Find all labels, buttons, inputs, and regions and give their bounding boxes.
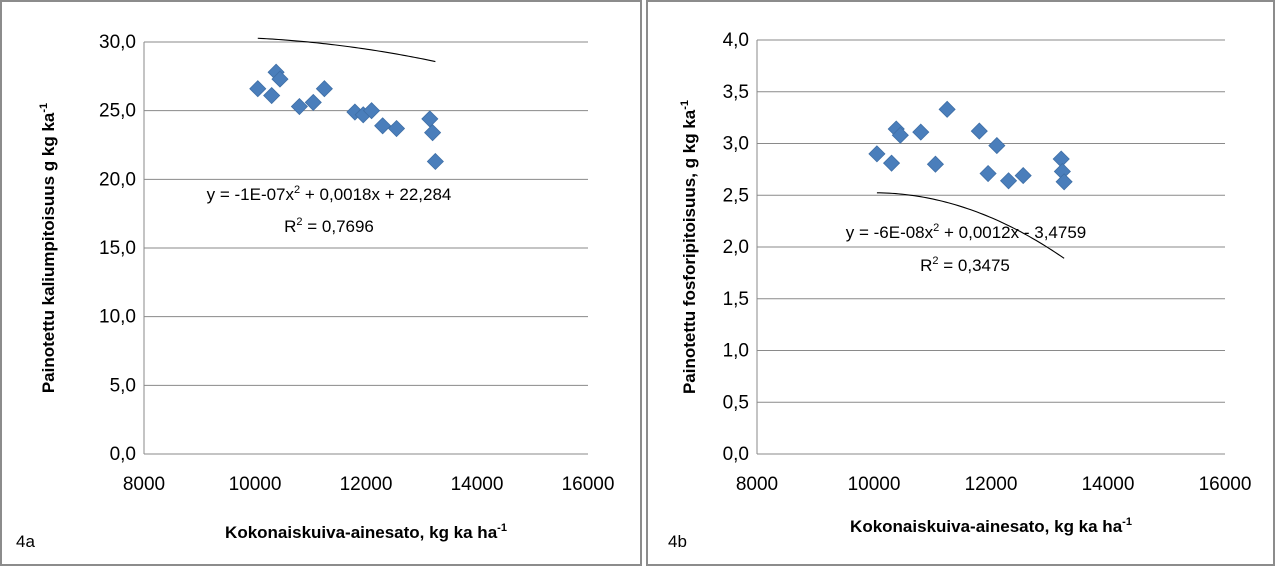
4b-data-point xyxy=(891,126,909,144)
chart-panel-4a: 0,0 5,0 10,0 15,0 20,0 25,0 30,0 8000 10000 12000… xyxy=(0,0,642,566)
4b-data-point xyxy=(999,172,1018,190)
4b-xtick-label: 16000 xyxy=(1199,474,1252,495)
4b-ytick-label: 1,5 xyxy=(723,289,749,310)
4a-ytick-label: 15,0 xyxy=(99,238,136,259)
4a-data-point xyxy=(424,124,442,142)
4b-y-axis-title: Painotettu fosforipitoisuus, g kg ka-1 xyxy=(679,100,699,394)
4b-ytick-label: 2,5 xyxy=(723,185,749,206)
4b-ytick-label: 2,0 xyxy=(723,237,749,258)
4b-x-axis-title: Kokonaiskuiva-ainesato, kg ka ha-1 xyxy=(850,516,1132,536)
4b-ytick-label: 0,0 xyxy=(723,444,749,465)
4a-trendline xyxy=(257,37,436,63)
4b-trend-equation: y = -6E-08x2 + 0,0012x - 3,4759 xyxy=(846,222,1087,242)
4a-data-point xyxy=(271,70,289,88)
4b-ytick-label: 3,0 xyxy=(723,134,749,155)
4b-ytick-label: 3,5 xyxy=(723,82,749,103)
4a-ytick-label: 30,0 xyxy=(99,32,136,53)
4a-data-point xyxy=(315,80,333,98)
4b-ytick-label: 4,0 xyxy=(723,30,749,51)
4a-data-point xyxy=(249,80,267,98)
4a-data-point xyxy=(263,86,281,105)
4a-x-axis-title: Kokonaiskuiva-ainesato, kg ka ha-1 xyxy=(225,522,507,542)
4a-xtick-label: 8000 xyxy=(123,474,165,495)
4b-data-point xyxy=(882,154,901,172)
4a-trend-equation: y = -1E-07x2 + 0,0018x + 22,284 xyxy=(207,184,452,204)
4a-r-squared: R2 = 0,7696 xyxy=(284,216,374,236)
4a-data-point xyxy=(290,97,308,116)
panel-label-4a: 4a xyxy=(16,532,35,551)
4a-data-point xyxy=(362,102,381,120)
4a-xtick-label: 10000 xyxy=(229,474,282,495)
4b-data-point xyxy=(979,164,997,183)
4b-xtick-label: 8000 xyxy=(736,474,778,495)
chart-panel-4b: 0,0 0,5 1,0 1,5 2,0 2,5 3,0 3,5 4,0 8000 10000 1200… xyxy=(646,0,1275,566)
4b-ytick-label: 0,5 xyxy=(723,392,749,413)
4a-data-point xyxy=(426,152,444,171)
4a-data-point xyxy=(421,110,439,128)
4b-trendline xyxy=(876,192,1065,259)
4b-data-point xyxy=(868,145,886,163)
4a-xtick-label: 14000 xyxy=(451,474,504,495)
4a-data-point xyxy=(374,117,392,135)
4b-ytick-label: 1,0 xyxy=(723,341,749,362)
4b-xtick-label: 12000 xyxy=(965,474,1018,495)
4a-data-point xyxy=(304,93,322,111)
4a-ytick-label: 0,0 xyxy=(110,444,136,465)
4b-xtick-label: 10000 xyxy=(848,474,901,495)
panel-label-4b: 4b xyxy=(668,532,687,551)
4b-r-squared: R2 = 0,3475 xyxy=(920,255,1010,275)
4a-y-axis-title: Painotettu kaliumpitoisuus g kg ka-1 xyxy=(38,103,58,393)
4b-data-point xyxy=(912,123,930,141)
4b-data-point xyxy=(970,122,988,140)
4a-xtick-label: 12000 xyxy=(340,474,393,495)
4b-data-point xyxy=(1014,167,1032,185)
4b-data-point xyxy=(1055,173,1073,191)
4b-data-point xyxy=(988,137,1006,155)
4b-data-point xyxy=(938,100,956,118)
4a-ytick-label: 20,0 xyxy=(99,169,136,190)
4a-data-point xyxy=(387,119,406,138)
chart-4a-svg: 0,0 5,0 10,0 15,0 20,0 25,0 30,0 8000 10000 12000… xyxy=(38,32,615,542)
4a-xtick-label: 16000 xyxy=(562,474,615,495)
4a-ytick-label: 10,0 xyxy=(99,307,136,328)
4a-ytick-label: 5,0 xyxy=(110,375,136,396)
4b-xtick-label: 14000 xyxy=(1082,474,1135,495)
4b-data-point xyxy=(926,155,944,173)
4a-ytick-label: 25,0 xyxy=(99,101,136,122)
chart-4b-svg: 0,0 0,5 1,0 1,5 2,0 2,5 3,0 3,5 4,0 8000 10000 1200… xyxy=(679,30,1252,536)
